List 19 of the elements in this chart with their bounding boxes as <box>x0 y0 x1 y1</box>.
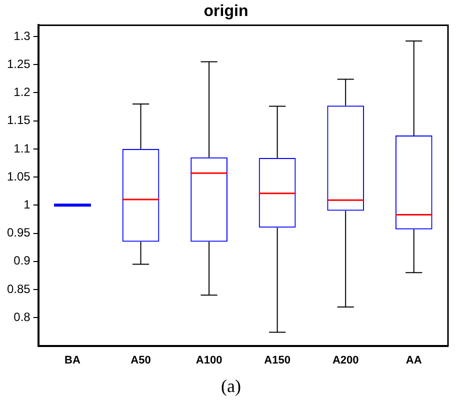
y-tick-label: 1.15 <box>6 113 31 128</box>
x-tick-label: A100 <box>196 354 222 366</box>
y-tick-label: 0.8 <box>14 310 31 324</box>
y-tick-label: 0.9 <box>14 254 31 268</box>
x-axis-title: (a) <box>220 376 242 397</box>
y-tick-label: 0.85 <box>6 282 31 296</box>
y-tick-label: 1 <box>24 198 31 212</box>
x-tick-label: A150 <box>264 354 290 366</box>
x-tick-label: AA <box>406 354 422 366</box>
y-tick-label: 1.05 <box>6 169 31 184</box>
x-tick-label: A200 <box>332 354 359 366</box>
x-tick-label: A50 <box>130 354 151 366</box>
y-tick-label: 1.25 <box>6 56 31 71</box>
y-tick-label: 1.2 <box>14 85 31 100</box>
y-tick-label: 1.3 <box>14 28 31 43</box>
chart-title: origin <box>204 3 248 20</box>
y-tick-label: 1.1 <box>14 141 31 156</box>
y-tick-label: 0.95 <box>6 226 31 240</box>
x-tick-label: BA <box>64 354 80 366</box>
